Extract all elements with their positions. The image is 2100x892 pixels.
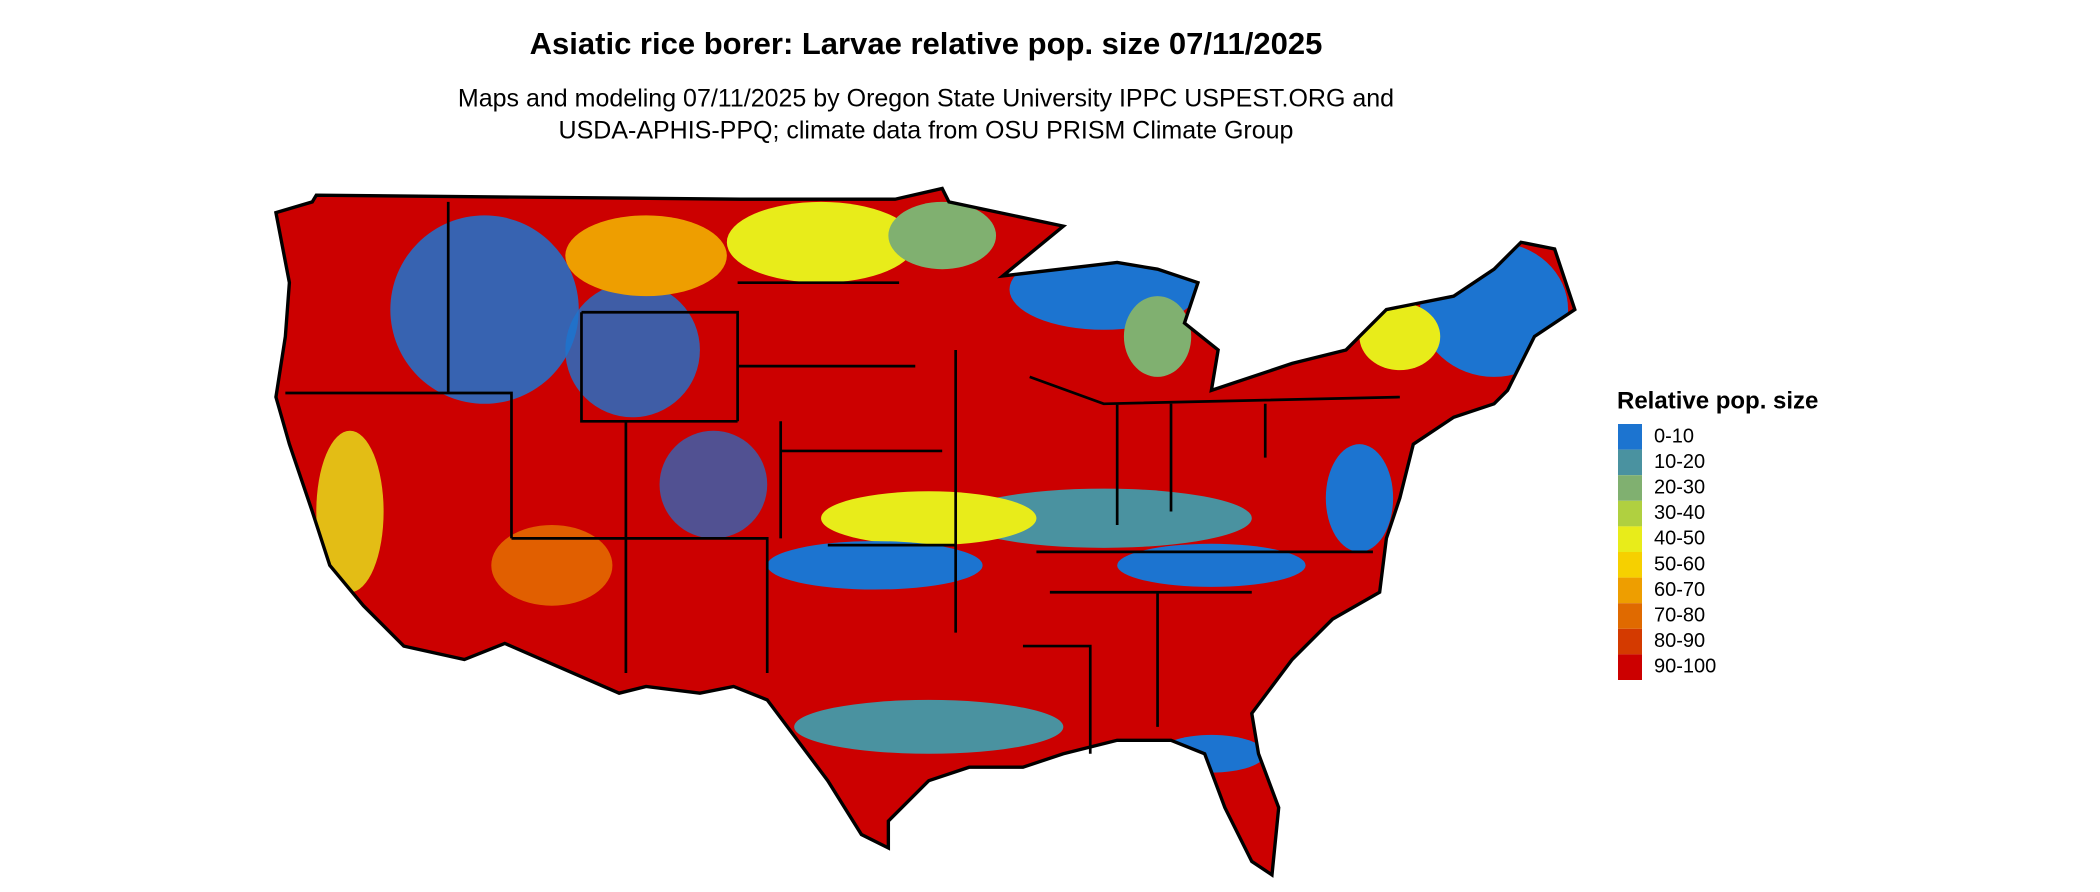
map-title: Asiatic rice borer: Larvae relative pop.… bbox=[530, 26, 1323, 61]
us-map bbox=[274, 186, 1577, 877]
legend-swatch bbox=[1618, 475, 1642, 501]
legend-title: Relative pop. size bbox=[1617, 387, 1818, 414]
map-subtitle: Maps and modeling 07/11/2025 by Oregon S… bbox=[458, 85, 1394, 113]
map-subtitle: USDA-APHIS-PPQ; climate data from OSU PR… bbox=[559, 117, 1294, 145]
legend-label: 70-80 bbox=[1654, 604, 1705, 626]
legend-swatch bbox=[1618, 552, 1642, 578]
legend-swatch bbox=[1618, 449, 1642, 476]
legend-label: 0-10 bbox=[1654, 425, 1694, 447]
legend-label: 20-30 bbox=[1654, 476, 1705, 498]
state-borders bbox=[285, 201, 1400, 754]
legend-label: 50-60 bbox=[1654, 553, 1705, 575]
legend-swatch bbox=[1618, 424, 1642, 450]
heat-areas bbox=[275, 188, 1575, 875]
legend-label: 10-20 bbox=[1654, 451, 1705, 473]
legend-swatch bbox=[1618, 500, 1642, 527]
legend-label: 60-70 bbox=[1654, 579, 1705, 601]
legend-swatch bbox=[1618, 603, 1642, 629]
legend-label: 40-50 bbox=[1654, 528, 1705, 550]
legend-swatch bbox=[1618, 654, 1642, 680]
legend: 0-10 10-20 20-30 30-40 40-50 50-60 60-70 70-80 8… bbox=[1618, 424, 1716, 680]
legend-swatch bbox=[1618, 628, 1642, 655]
legend-swatch bbox=[1618, 526, 1642, 552]
legend-label: 90-100 bbox=[1654, 656, 1716, 678]
legend-label: 30-40 bbox=[1654, 502, 1705, 524]
legend-label: 80-90 bbox=[1654, 630, 1705, 652]
legend-swatch bbox=[1618, 577, 1642, 604]
